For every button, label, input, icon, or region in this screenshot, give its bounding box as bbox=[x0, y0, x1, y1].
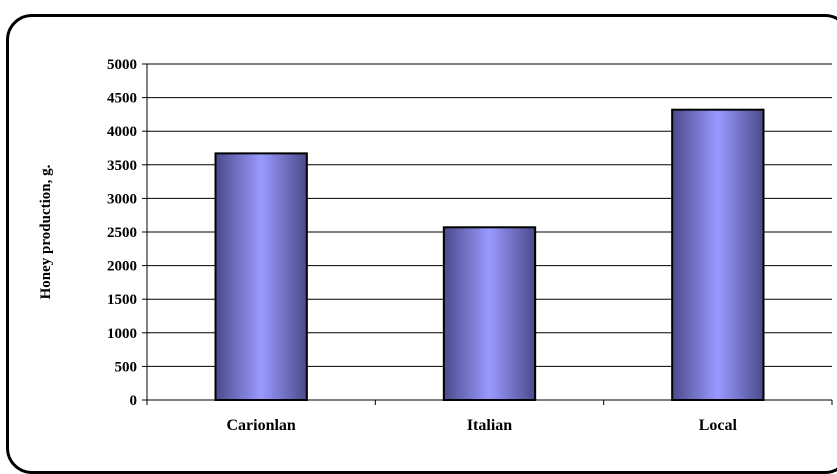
x-tick-label: Italian bbox=[467, 417, 512, 434]
x-tick-label: Carionlan bbox=[226, 417, 295, 434]
y-tick-label: 1000 bbox=[107, 326, 137, 342]
axes bbox=[142, 63, 833, 405]
y-tick-labels: 0 500 1000 1500 2000 2500 3000 3500 4000 4500 5000 bbox=[107, 57, 137, 409]
y-tick-label: 3500 bbox=[107, 158, 137, 174]
x-tick-labels: Carionlan Italian Local bbox=[226, 417, 737, 434]
y-tick-label: 2000 bbox=[107, 259, 137, 275]
y-axis-label: Honey production, g. bbox=[38, 164, 54, 299]
y-tick-label: 4500 bbox=[107, 91, 137, 107]
y-tick-label: 4000 bbox=[107, 124, 137, 140]
y-tick-label: 2500 bbox=[107, 225, 137, 241]
bar-local bbox=[671, 108, 765, 401]
bar-carionlan bbox=[214, 152, 308, 401]
y-tick-label: 0 bbox=[130, 393, 138, 409]
y-tick-label: 3000 bbox=[107, 191, 137, 207]
bar-italian bbox=[442, 226, 537, 401]
x-tick-label: Local bbox=[699, 417, 738, 434]
y-tick-label: 500 bbox=[115, 359, 138, 375]
y-tick-label: 1500 bbox=[107, 292, 137, 308]
bars bbox=[214, 108, 765, 401]
y-tick-label: 5000 bbox=[107, 57, 137, 73]
